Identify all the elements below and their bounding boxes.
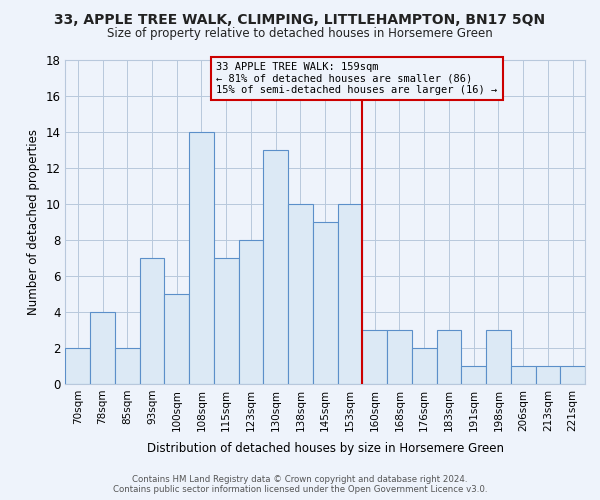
Bar — [560, 366, 585, 384]
Bar — [164, 294, 189, 384]
Bar — [313, 222, 338, 384]
Bar — [288, 204, 313, 384]
Bar — [511, 366, 536, 384]
Bar — [115, 348, 140, 384]
Bar — [461, 366, 486, 384]
Bar — [536, 366, 560, 384]
Bar — [263, 150, 288, 384]
Text: Size of property relative to detached houses in Horsemere Green: Size of property relative to detached ho… — [107, 28, 493, 40]
Bar — [214, 258, 239, 384]
Bar — [189, 132, 214, 384]
Bar — [90, 312, 115, 384]
Bar — [437, 330, 461, 384]
Text: Contains HM Land Registry data © Crown copyright and database right 2024.
Contai: Contains HM Land Registry data © Crown c… — [113, 474, 487, 494]
Bar — [486, 330, 511, 384]
Bar — [362, 330, 387, 384]
Bar — [412, 348, 437, 384]
Bar — [65, 348, 90, 384]
Bar — [239, 240, 263, 384]
Bar — [140, 258, 164, 384]
Text: 33, APPLE TREE WALK, CLIMPING, LITTLEHAMPTON, BN17 5QN: 33, APPLE TREE WALK, CLIMPING, LITTLEHAM… — [55, 12, 545, 26]
X-axis label: Distribution of detached houses by size in Horsemere Green: Distribution of detached houses by size … — [147, 442, 504, 455]
Y-axis label: Number of detached properties: Number of detached properties — [27, 129, 40, 315]
Bar — [387, 330, 412, 384]
Bar — [338, 204, 362, 384]
Text: 33 APPLE TREE WALK: 159sqm
← 81% of detached houses are smaller (86)
15% of semi: 33 APPLE TREE WALK: 159sqm ← 81% of deta… — [217, 62, 497, 95]
